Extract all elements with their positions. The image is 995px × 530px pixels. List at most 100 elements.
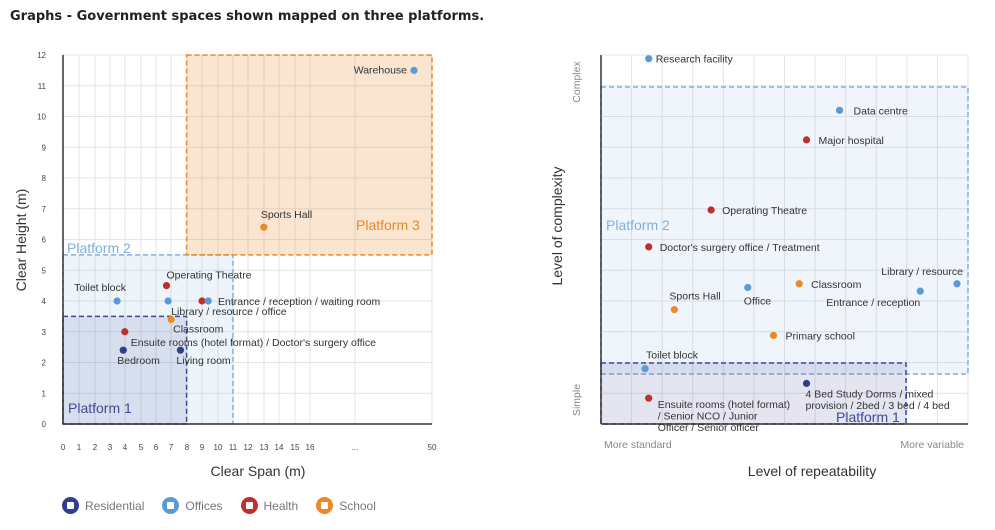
x-tick-label: ... (352, 443, 359, 452)
data-label: Data centre (854, 105, 908, 117)
legend-label: School (339, 498, 376, 513)
x-tick-label: 2 (93, 443, 98, 452)
y-tick-label: 12 (37, 51, 46, 60)
data-label: Entrance / reception / waiting room (218, 296, 381, 308)
legend: Residential Offices Health School (62, 497, 376, 514)
y-tick-label: 4 (42, 297, 47, 306)
data-point-health (198, 297, 206, 305)
platform-1-label: Platform 1 (68, 400, 132, 416)
x-tick-label: 12 (244, 443, 253, 452)
legend-item-health: Health (240, 497, 299, 514)
data-point-health (802, 136, 811, 144)
data-point-offices (835, 106, 844, 114)
health-cross-icon (240, 497, 258, 514)
platform-3-region (185, 54, 433, 256)
x-tick-label: 10 (214, 443, 223, 452)
x-tick-label: 0 (61, 443, 66, 452)
offices-icon (162, 497, 180, 514)
x-tick-label: 7 (169, 443, 174, 452)
x-tick-label: 50 (428, 443, 437, 452)
data-label: Classroom (173, 323, 223, 335)
x-tick-label: 5 (139, 443, 144, 452)
data-point-residential (119, 346, 127, 354)
data-label: Operating Theatre (167, 270, 252, 282)
y-tick-label: 10 (37, 113, 46, 122)
x-tick-label: More standard (604, 439, 672, 451)
data-label: 4 Bed Study Dorms / mixed provision / 2be… (806, 388, 950, 412)
data-label: Research facility (656, 54, 734, 66)
x-tick-label: 16 (306, 443, 315, 452)
platform-3-label: Platform 3 (356, 217, 420, 233)
platform-2-label: Platform 2 (606, 217, 670, 233)
legend-label: Offices (185, 498, 223, 513)
x-tick-label: 11 (229, 443, 238, 452)
data-point-residential (802, 379, 811, 388)
data-point-school (769, 331, 778, 340)
x-tick-label: 8 (185, 443, 190, 452)
y-tick-label: 9 (42, 143, 47, 152)
data-label: Doctor's surgery office / Treatment (660, 242, 820, 254)
y-tick-label: 1 (42, 389, 47, 398)
y-tick-label: Complex (571, 61, 583, 103)
y-axis-title: Level of complexity (549, 166, 565, 285)
data-point-health (707, 206, 715, 214)
data-point-offices (410, 66, 418, 74)
data-point-offices (204, 297, 212, 305)
data-label: Toilet block (74, 282, 127, 294)
data-label: Entrance / reception (826, 297, 920, 309)
data-label: Major hospital (819, 135, 884, 147)
x-tick-label: 13 (260, 443, 269, 452)
data-point-offices (113, 297, 121, 305)
data-label: Toilet block (646, 350, 699, 362)
legend-item-offices: Offices (162, 497, 223, 514)
data-point-residential (176, 346, 185, 354)
page-title: Graphs - Government spaces shown mapped … (10, 9, 485, 24)
data-label: Warehouse (354, 64, 407, 76)
legend-label: Residential (85, 498, 145, 513)
y-axis-title: Clear Height (m) (13, 189, 29, 292)
data-label: Classroom (811, 279, 861, 291)
x-tick-label: More variable (900, 439, 964, 451)
platform-1-region (600, 362, 907, 425)
x-tick-label: 9 (200, 443, 205, 452)
data-label: Bedroom (117, 355, 160, 367)
x-axis-title: Clear Span (m) (211, 463, 306, 479)
data-label: Library / resource (881, 266, 963, 278)
data-point-health (162, 282, 171, 290)
x-tick-label: 3 (108, 443, 113, 452)
data-point-offices (916, 287, 924, 295)
data-point-offices (164, 297, 172, 305)
data-label: Ensuite rooms (hotel format) / Senior NCO… (658, 399, 790, 434)
data-label: Library / resource / office (171, 306, 287, 318)
y-tick-label: 8 (42, 174, 47, 183)
data-point-health (121, 328, 129, 336)
data-point-school (795, 280, 803, 288)
school-book-icon (316, 497, 334, 514)
data-point-health (645, 394, 653, 402)
platform-1-label: Platform 1 (836, 409, 900, 425)
data-label: Sports Hall (261, 209, 312, 221)
data-point-offices (645, 55, 653, 63)
legend-label: Health (263, 498, 299, 513)
data-point-offices (744, 283, 752, 292)
data-label: Office (744, 295, 771, 307)
data-label: Operating Theatre (722, 205, 807, 217)
y-tick-label: 6 (42, 236, 47, 245)
y-tick-label: 7 (42, 205, 47, 214)
x-tick-label: 14 (275, 443, 284, 452)
y-tick-label: Simple (571, 384, 583, 416)
x-tick-label: 6 (154, 443, 159, 452)
y-tick-label: 5 (42, 266, 47, 275)
x-tick-label: 1 (77, 443, 82, 452)
data-label: Living room (176, 355, 231, 367)
data-label: Ensuite rooms (hotel format) / Doctor's … (131, 337, 376, 349)
x-tick-label: 15 (291, 443, 300, 452)
data-label: Primary school (785, 330, 854, 342)
x-tick-label: 4 (123, 443, 128, 452)
platform-2-region (62, 254, 234, 425)
data-point-school (670, 306, 679, 314)
platform-2-label: Platform 2 (67, 240, 131, 256)
legend-item-residential: Residential (62, 497, 144, 514)
y-tick-label: 11 (38, 82, 47, 91)
